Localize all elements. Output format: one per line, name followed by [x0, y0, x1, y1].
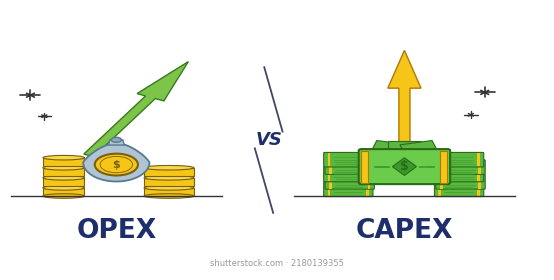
Bar — [366, 153, 369, 166]
Text: VS: VS — [255, 131, 282, 149]
Text: CAPEX: CAPEX — [356, 218, 453, 244]
Bar — [477, 183, 480, 196]
FancyBboxPatch shape — [324, 152, 373, 167]
Bar — [438, 168, 441, 181]
Ellipse shape — [43, 176, 84, 180]
Text: OPEX: OPEX — [76, 218, 156, 244]
FancyBboxPatch shape — [359, 149, 450, 184]
FancyBboxPatch shape — [324, 182, 373, 197]
Circle shape — [95, 154, 138, 176]
Bar — [366, 183, 369, 196]
Bar — [479, 160, 481, 174]
FancyBboxPatch shape — [434, 167, 484, 182]
Polygon shape — [109, 140, 124, 145]
Ellipse shape — [144, 176, 194, 180]
Bar — [440, 175, 443, 189]
Text: $: $ — [112, 160, 120, 170]
Circle shape — [111, 137, 121, 143]
FancyBboxPatch shape — [436, 160, 485, 174]
Text: $: $ — [400, 160, 409, 173]
Bar — [368, 175, 371, 189]
Bar — [329, 175, 332, 189]
Bar — [477, 153, 480, 166]
FancyBboxPatch shape — [436, 175, 485, 189]
Bar — [366, 168, 369, 181]
Bar — [43, 188, 84, 196]
Polygon shape — [388, 141, 421, 150]
Polygon shape — [388, 50, 421, 150]
FancyBboxPatch shape — [325, 175, 375, 189]
Ellipse shape — [144, 194, 194, 198]
Ellipse shape — [43, 165, 84, 170]
Bar — [43, 158, 84, 166]
Bar — [327, 183, 330, 196]
Bar — [327, 153, 330, 166]
Bar — [477, 168, 480, 181]
Circle shape — [100, 156, 132, 173]
Bar — [144, 188, 194, 196]
Polygon shape — [372, 141, 409, 153]
Bar — [361, 151, 368, 183]
Bar — [438, 183, 441, 196]
Ellipse shape — [43, 155, 84, 160]
Bar — [329, 160, 332, 174]
Bar — [327, 168, 330, 181]
Bar — [43, 178, 84, 186]
Ellipse shape — [43, 186, 84, 190]
Bar — [144, 178, 194, 186]
FancyBboxPatch shape — [434, 152, 484, 167]
Bar — [440, 160, 443, 174]
Polygon shape — [84, 62, 188, 157]
Text: shutterstock.com · 2180139355: shutterstock.com · 2180139355 — [210, 259, 344, 268]
Bar — [440, 151, 448, 183]
FancyBboxPatch shape — [324, 167, 373, 182]
Ellipse shape — [43, 194, 84, 198]
FancyBboxPatch shape — [325, 160, 375, 174]
Bar — [368, 160, 371, 174]
Bar — [144, 168, 194, 176]
Ellipse shape — [144, 165, 194, 170]
Polygon shape — [400, 141, 437, 153]
Bar — [479, 175, 481, 189]
Polygon shape — [392, 158, 417, 176]
Polygon shape — [83, 143, 150, 181]
Bar — [43, 168, 84, 176]
Ellipse shape — [144, 186, 194, 190]
FancyBboxPatch shape — [434, 182, 484, 197]
Bar — [438, 153, 441, 166]
